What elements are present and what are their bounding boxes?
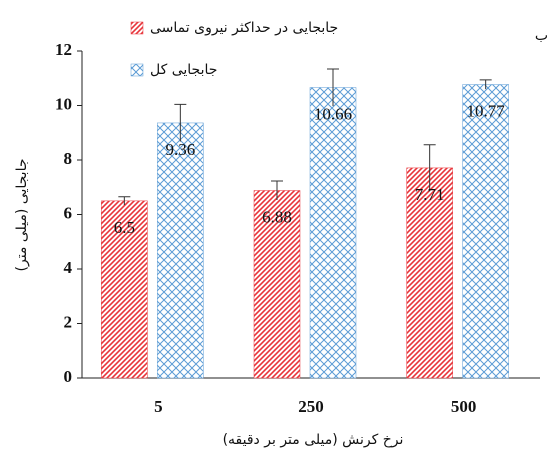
legend-label: جابجایی در حداکثر نیروی تماسی [150,20,338,36]
data-label: 10.77 [467,101,506,120]
legend-swatch [130,21,144,35]
data-label: 6.88 [262,207,292,226]
bar [309,87,357,379]
bar [101,200,148,379]
bar [157,122,204,379]
error-bar [327,68,339,107]
error-bar [174,103,187,142]
legend-label: جابجایی کل [150,62,217,78]
y-tick-label: 12 [55,40,72,59]
bar [462,84,509,379]
y-tick-label: 10 [55,94,72,113]
error-bar [118,196,131,205]
bar [406,167,453,379]
y-axis-label: جابجایی (میلی متر) [14,159,30,272]
y-tick-label: 2 [64,312,73,331]
bar [253,190,301,379]
y-tick-label: 6 [64,203,73,222]
y-tick-label: 4 [64,258,73,277]
legend-swatch [130,63,144,77]
x-tick-label: 250 [298,397,324,416]
error-bar [423,144,436,192]
x-tick-label: 5 [154,397,163,416]
data-label: 9.36 [165,140,195,159]
x-axis-label: نرخ کرنش (میلی متر بر دقیقه) [223,432,404,448]
panel-label: ب [535,28,548,44]
error-bar [479,79,492,90]
y-tick-label: 0 [64,367,73,386]
data-label: 7.71 [415,185,445,204]
data-label: 6.5 [114,218,135,237]
data-label: 10.66 [314,104,352,123]
y-tick-label: 8 [64,149,73,168]
error-bar [271,180,283,201]
x-tick-label: 500 [451,397,477,416]
